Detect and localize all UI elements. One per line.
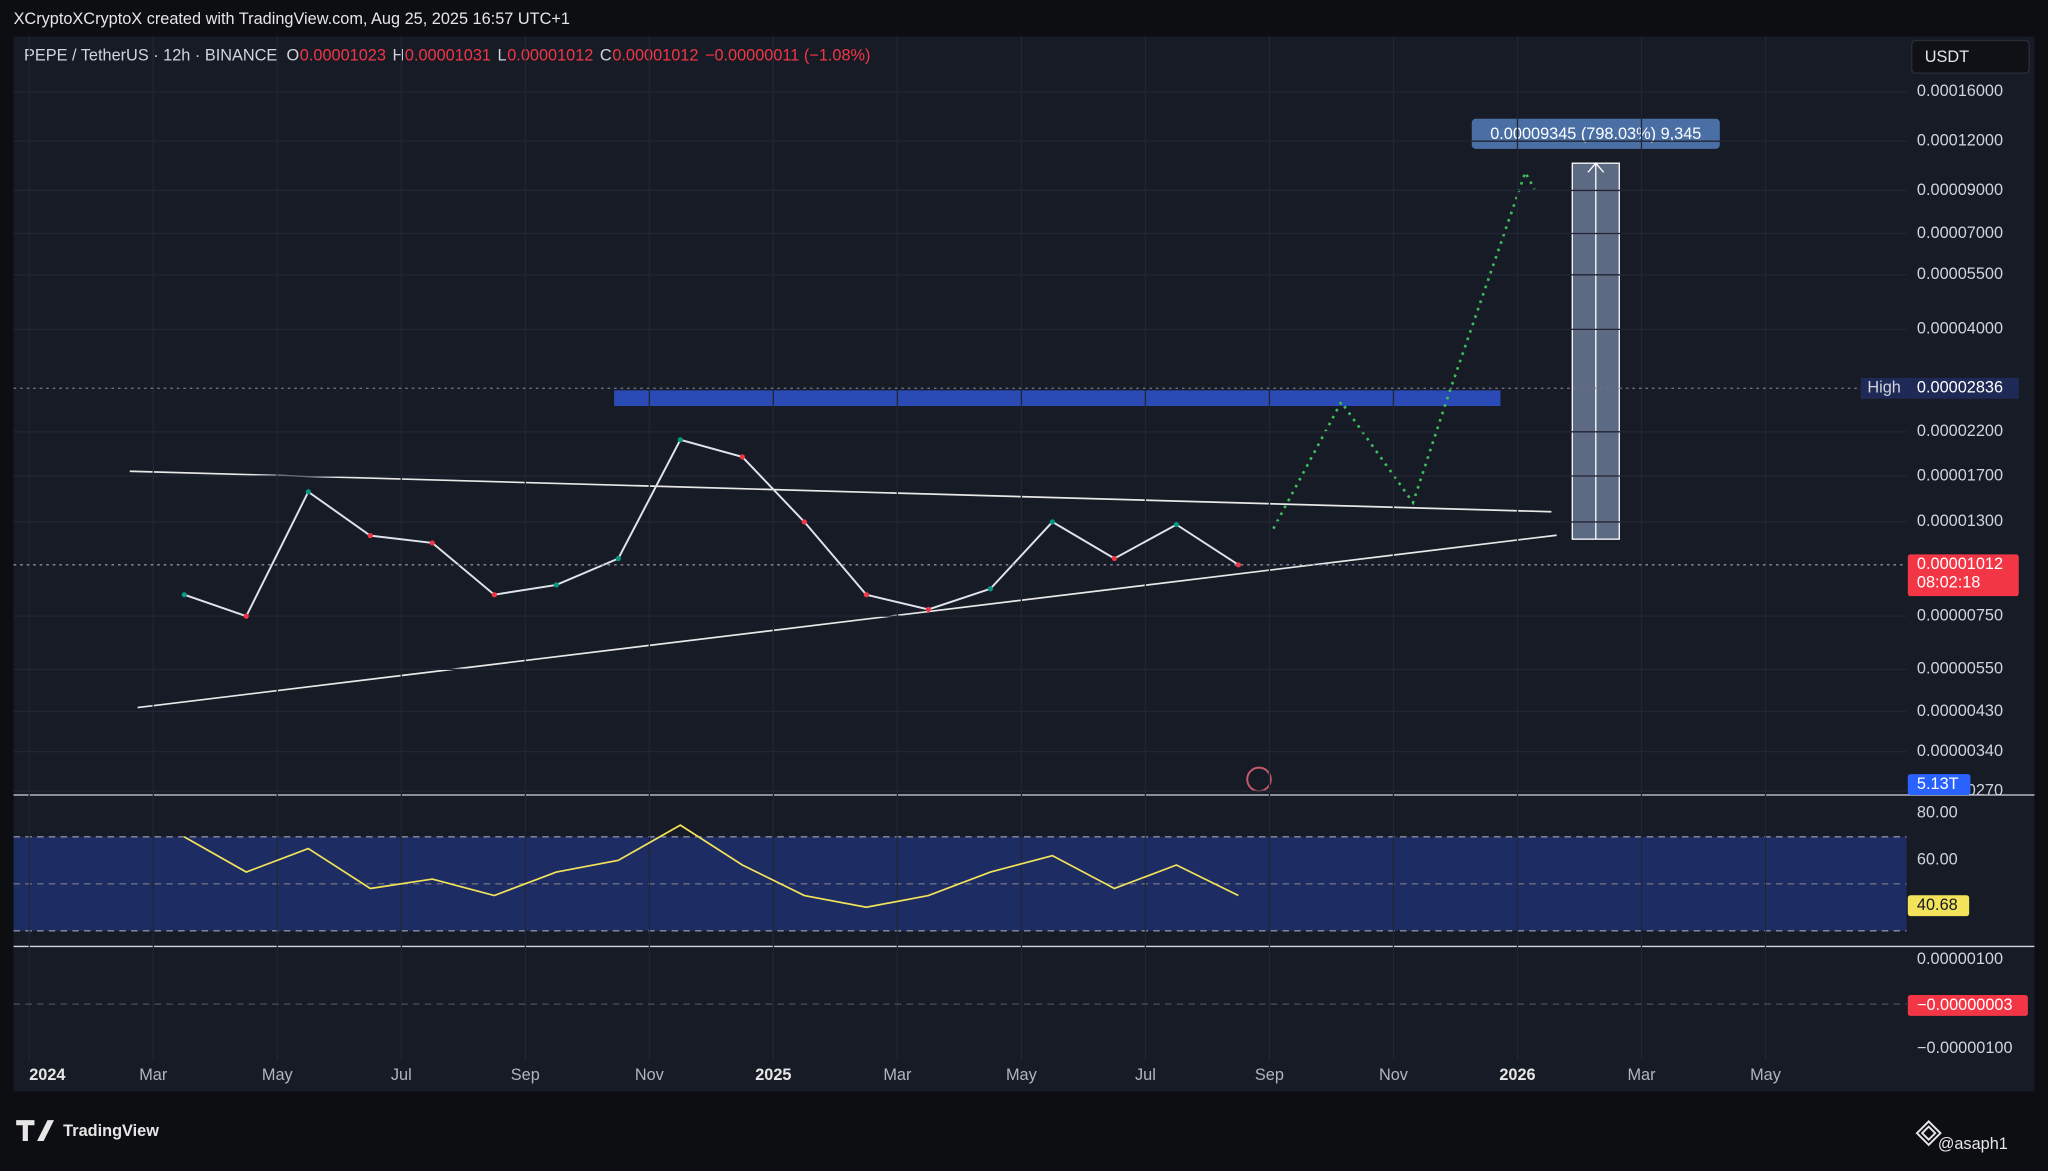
price-point — [615, 555, 621, 562]
legend-open: 0.00001023 — [300, 46, 386, 64]
last-price-box — [1907, 554, 2019, 597]
x-tick-label: May — [262, 1066, 294, 1084]
legend-symbol: PEPE / TetherUS · 12h · BINANCE — [24, 46, 277, 64]
x-tick-label: 2024 — [29, 1066, 65, 1084]
x-tick-label: Mar — [1627, 1066, 1656, 1084]
y-tick-label: 60.00 — [1917, 851, 1958, 869]
trend-line — [137, 534, 1557, 709]
y-tick-label: −0.00000100 — [1917, 1039, 2013, 1057]
rsi-last-box — [1907, 895, 1970, 917]
y-tick-label: 0.00001700 — [1917, 466, 2003, 484]
y-tick-label: 0.00007000 — [1917, 224, 2003, 242]
y-tick-label: 0.00016000 — [1917, 82, 2003, 100]
y-tick-label: 0.00001300 — [1917, 512, 2003, 530]
y-tick-label: 0.00000430 — [1917, 702, 2003, 720]
y-tick-label: 0.00004000 — [1917, 320, 2003, 338]
x-tick-label: 2026 — [1499, 1066, 1535, 1084]
y-tick-label: 0.00012000 — [1917, 131, 2003, 149]
legend-close-label: C — [600, 46, 612, 64]
y-tick-label: 0.00000340 — [1917, 742, 2003, 760]
x-tick-label: Nov — [635, 1066, 665, 1084]
price-point — [1049, 519, 1056, 525]
watermark-icon — [1915, 1120, 1942, 1147]
x-tick-label: Jul — [1135, 1066, 1156, 1084]
projection-path — [1272, 169, 1536, 530]
price-point — [181, 592, 187, 598]
price-point — [739, 454, 745, 460]
price-point — [677, 437, 683, 443]
price-point — [1173, 521, 1180, 528]
legend-close: 0.00001012 — [612, 46, 698, 64]
price-point — [491, 592, 497, 598]
price-point — [553, 582, 559, 588]
volume-box — [1907, 774, 1971, 796]
trend-line — [129, 470, 1552, 513]
volume-label: 5.13T — [1917, 775, 1959, 793]
legend-low: 0.00001012 — [507, 46, 593, 64]
x-tick-label: Sep — [1255, 1066, 1284, 1084]
rsi-last: 40.68 — [1917, 896, 1958, 914]
header: XCryptoXCryptoX created with TradingView… — [14, 10, 570, 28]
price-point — [429, 540, 435, 546]
price-point — [305, 489, 311, 495]
currency-button-label[interactable]: USDT — [1925, 48, 1969, 66]
legend-high: 0.00001031 — [405, 46, 491, 64]
measure-arrow-head — [1587, 162, 1605, 173]
legend-change: −0.00000011 (−1.08%) — [705, 46, 871, 64]
price-point — [1111, 555, 1118, 562]
price-point — [243, 613, 249, 619]
countdown: 08:02:18 — [1917, 573, 1980, 591]
brand: TradingView — [63, 1122, 159, 1140]
price-point — [801, 519, 807, 525]
legend-open-label: O — [286, 46, 299, 64]
price-point — [863, 592, 869, 598]
logo-mark — [16, 1120, 55, 1141]
measure-label: 0.00009345 (798.03%) 9,345 — [1490, 125, 1701, 143]
y-tick-label: 0.00009000 — [1917, 181, 2003, 199]
x-tick-label: May — [1006, 1066, 1038, 1084]
x-tick-label: Sep — [511, 1066, 540, 1084]
x-tick-label: Mar — [883, 1066, 912, 1084]
osc-last: −0.00000003 — [1917, 996, 2013, 1014]
price-point — [987, 586, 993, 592]
y-tick-label: 0.00000550 — [1917, 660, 2003, 678]
legend-high-label: H — [392, 46, 404, 64]
y-tick-label: 0.00002200 — [1917, 422, 2003, 440]
y-tick-label: 0.00005500 — [1917, 265, 2003, 283]
legend-low-label: L — [498, 46, 507, 64]
last-price: 0.00001012 — [1917, 555, 2003, 573]
chart-area — [13, 36, 2035, 1092]
legend: PEPE / TetherUS · 12h · BINANCE O 0.000010… — [24, 46, 870, 64]
high-label-box — [1860, 377, 2019, 399]
high-value: 0.00002836 — [1917, 379, 2003, 397]
price-point — [1235, 562, 1242, 568]
y-tick-label: 80.00 — [1917, 804, 1958, 822]
watermark: @asaph1 — [1938, 1135, 2008, 1153]
y-tick-label: 0.00000750 — [1917, 606, 2003, 624]
tradingview-logo — [16, 1120, 55, 1141]
y-tick-label: 0.00000100 — [1917, 950, 2003, 968]
x-tick-label: Nov — [1379, 1066, 1409, 1084]
rsi-line — [183, 824, 1239, 909]
price-line — [183, 438, 1239, 618]
price-point — [367, 533, 373, 539]
high-name: High — [1867, 379, 1901, 397]
x-tick-label: Jul — [391, 1066, 412, 1084]
resistance-zone — [614, 390, 1501, 406]
price-point — [925, 606, 931, 613]
x-tick-label: May — [1750, 1066, 1782, 1084]
x-tick-label: 2025 — [755, 1066, 791, 1084]
x-tick-label: Mar — [139, 1066, 168, 1084]
currency-button[interactable] — [1911, 39, 2030, 74]
osc-last-box — [1907, 994, 2028, 1016]
